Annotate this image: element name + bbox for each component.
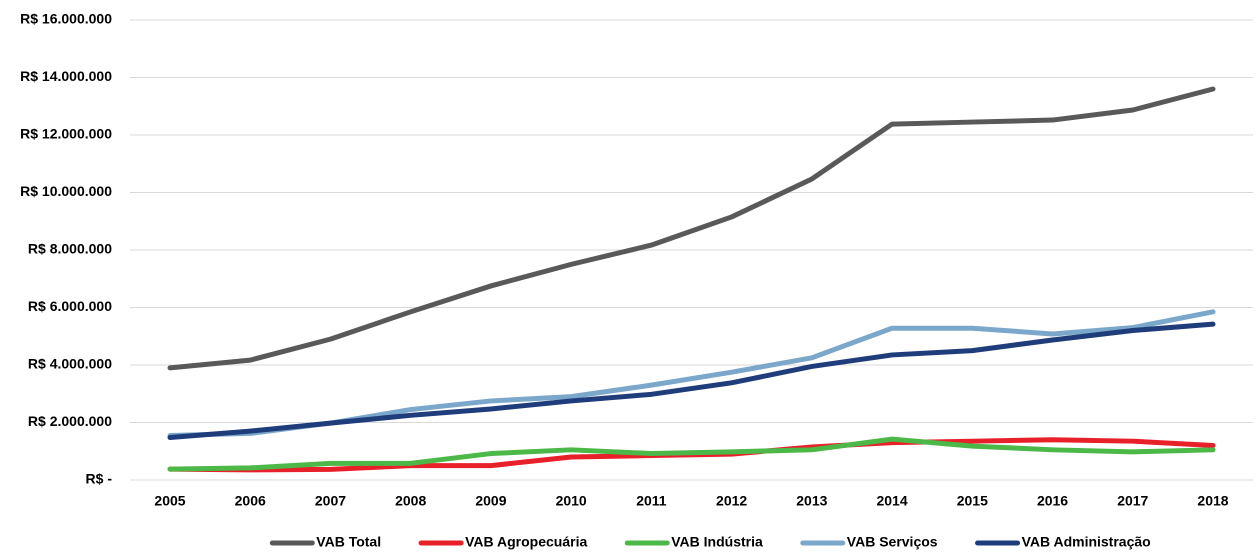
x-tick-label: 2007 xyxy=(315,493,346,509)
x-tick-label: 2008 xyxy=(395,493,426,509)
y-tick-label: R$ 6.000.000 xyxy=(28,298,112,314)
x-tick-label: 2018 xyxy=(1197,493,1228,509)
y-tick-label: R$ 4.000.000 xyxy=(28,356,112,372)
x-tick-label: 2010 xyxy=(556,493,587,509)
x-tick-label: 2011 xyxy=(636,493,667,509)
legend-label: VAB Administração xyxy=(1022,534,1151,550)
y-tick-label: R$ 14.000.000 xyxy=(20,68,112,84)
legend-label: VAB Serviços xyxy=(847,534,938,550)
y-tick-label: R$ 12.000.000 xyxy=(20,126,112,142)
legend-label: VAB Total xyxy=(316,534,381,550)
x-tick-label: 2014 xyxy=(876,493,907,509)
x-tick-label: 2017 xyxy=(1117,493,1148,509)
x-tick-label: 2016 xyxy=(1037,493,1068,509)
x-tick-label: 2009 xyxy=(475,493,506,509)
legend-label: VAB Agropecuária xyxy=(465,534,587,550)
series-line xyxy=(167,321,1216,440)
y-tick-label: R$ 8.000.000 xyxy=(28,241,112,257)
series-line xyxy=(167,309,1216,438)
y-tick-label: R$ 10.000.000 xyxy=(20,183,112,199)
x-tick-label: 2005 xyxy=(154,493,185,509)
x-tick-label: 2013 xyxy=(796,493,827,509)
y-tick-label: R$ 2.000.000 xyxy=(28,413,112,429)
legend-label: VAB Indústria xyxy=(671,534,763,550)
series-line xyxy=(167,436,1216,472)
x-tick-label: 2015 xyxy=(957,493,988,509)
y-tick-label: R$ 16.000.000 xyxy=(20,11,112,27)
y-tick-label: R$ - xyxy=(86,471,113,487)
x-tick-label: 2006 xyxy=(235,493,266,509)
series-line xyxy=(167,86,1216,371)
x-tick-label: 2012 xyxy=(716,493,747,509)
